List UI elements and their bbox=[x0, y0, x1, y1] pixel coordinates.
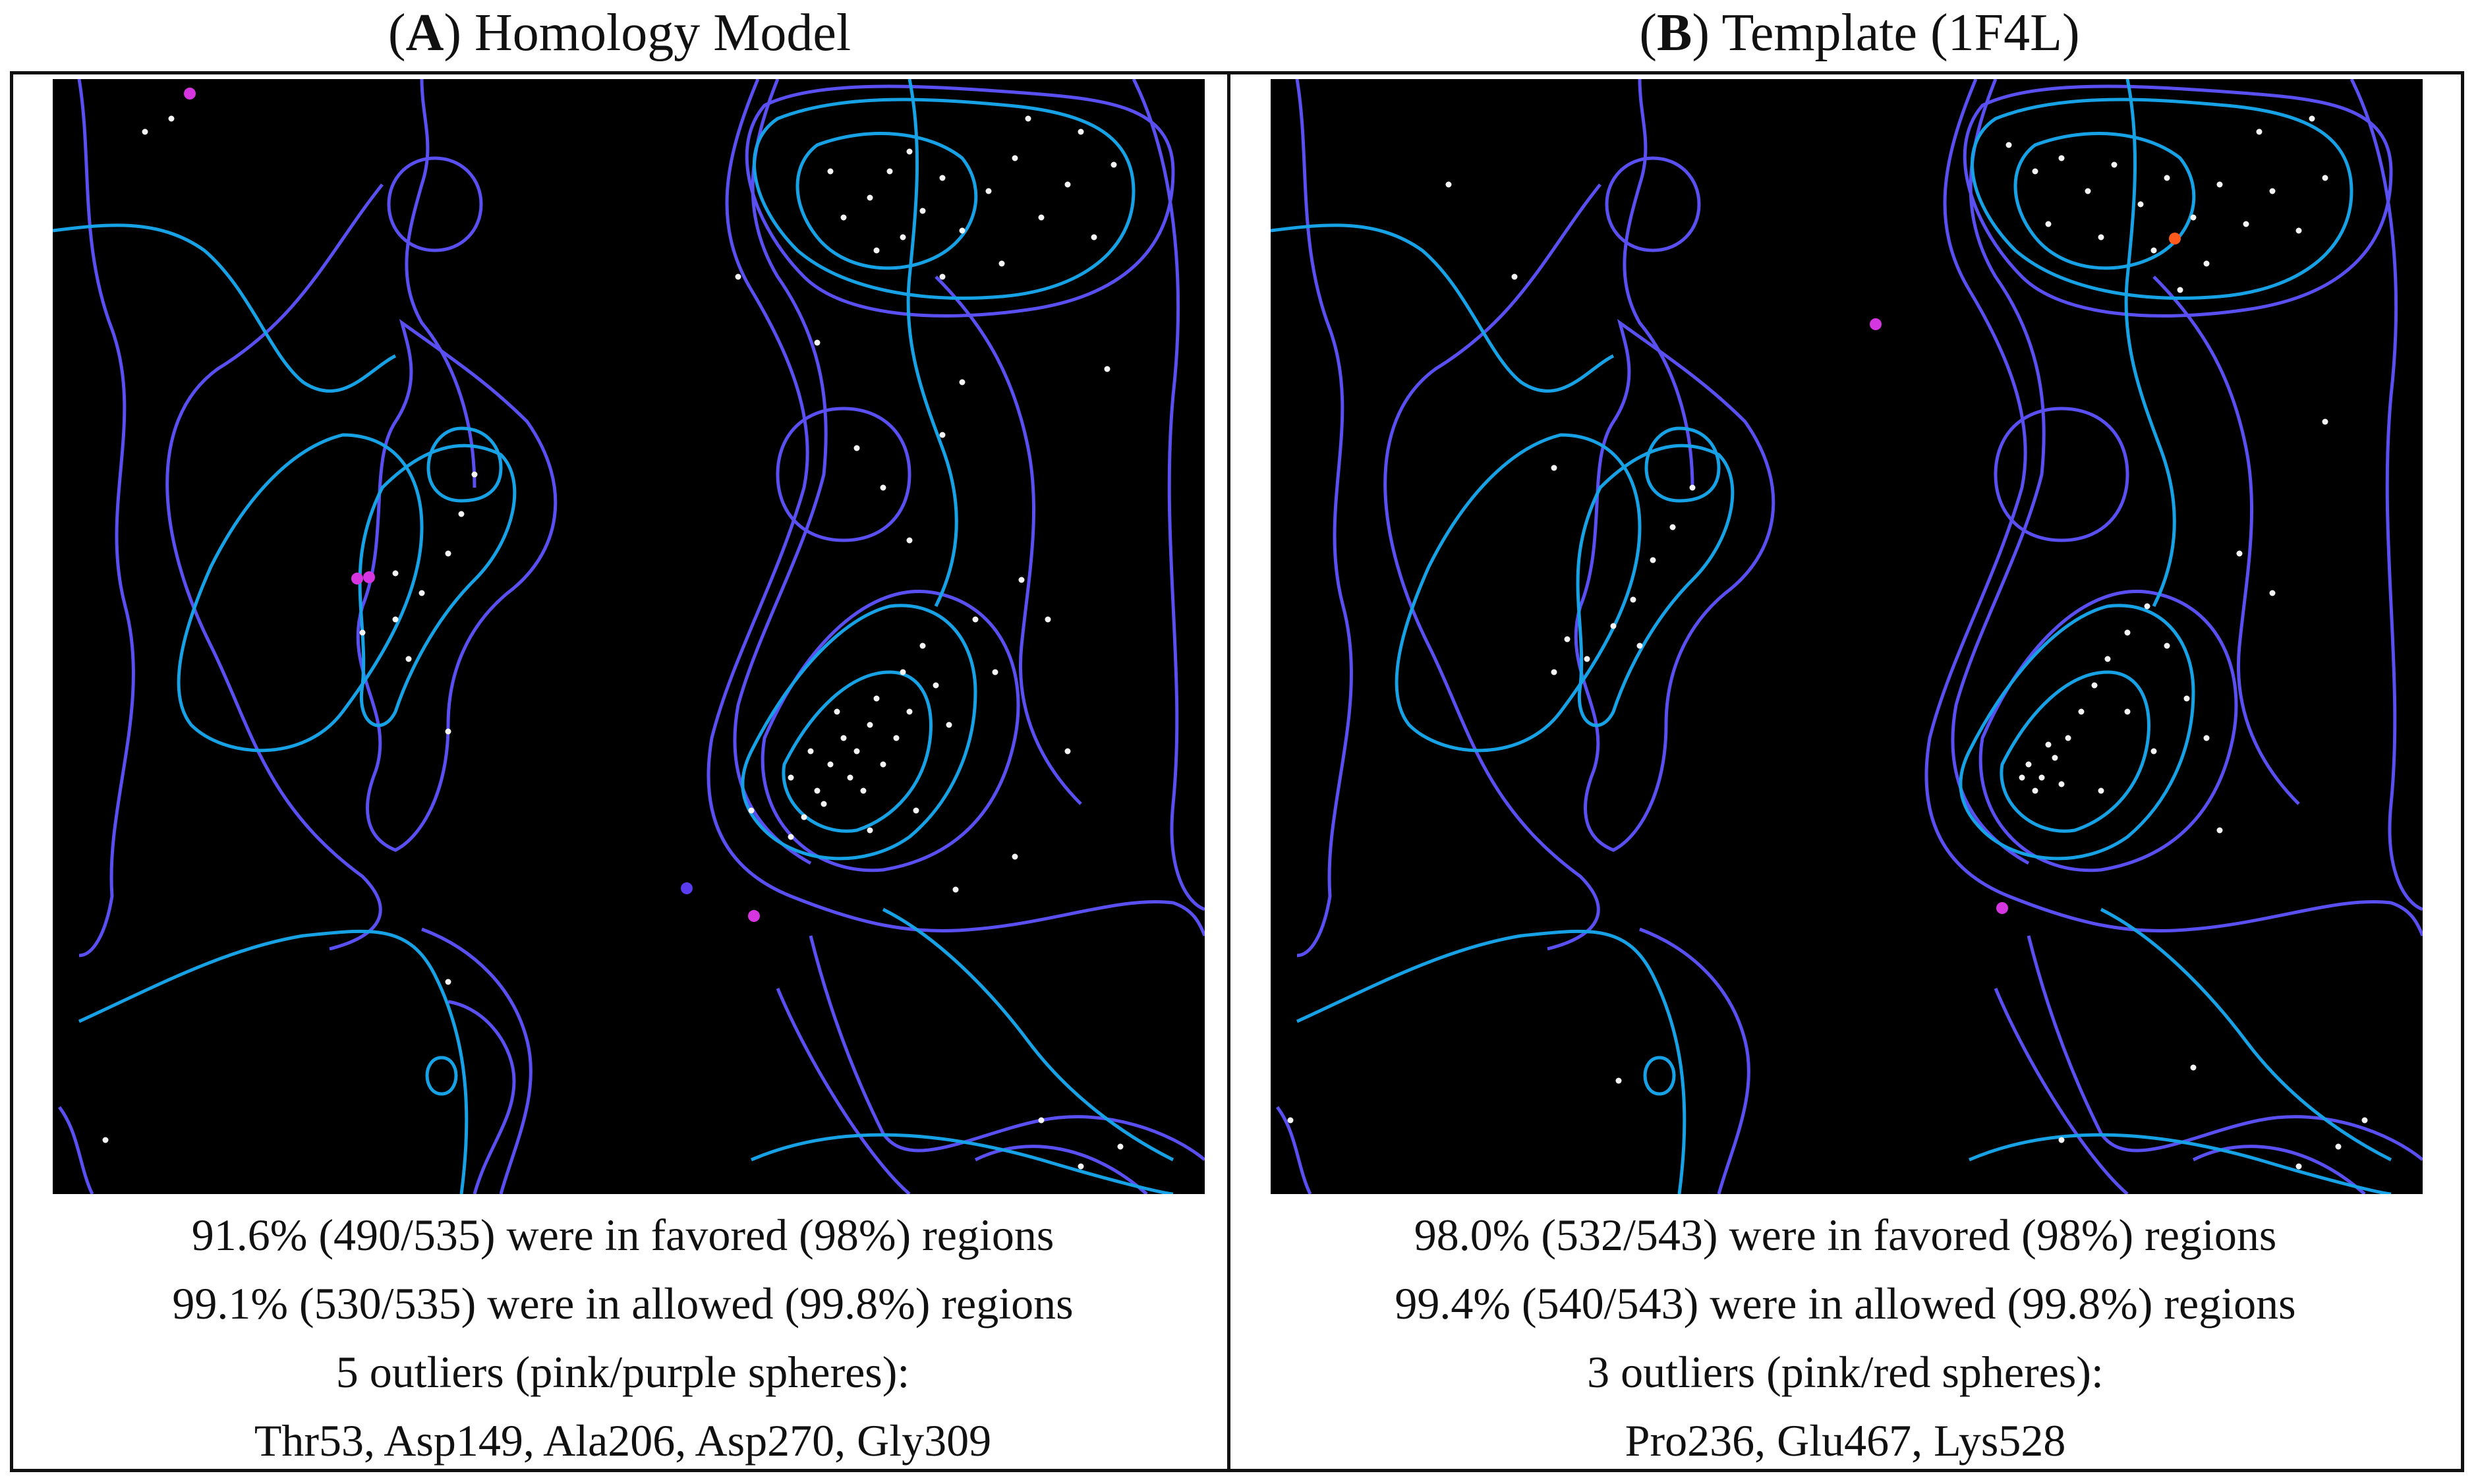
outlier-glu467 bbox=[2169, 233, 2181, 244]
contour-lower-column bbox=[421, 927, 533, 1194]
panel-b-favored-text: 98.0% (532/543) were in favored (98%) re… bbox=[1414, 1210, 2277, 1260]
plot-b-svg bbox=[1271, 79, 2423, 1194]
favored-right-column bbox=[906, 79, 958, 608]
favored-lower-right bbox=[2100, 907, 2392, 1162]
favored-main-blob bbox=[1959, 604, 2195, 861]
contour-left-edge bbox=[1295, 79, 1353, 957]
contour-left-edge bbox=[77, 79, 135, 957]
panel-a-title-text: Homology Model bbox=[474, 4, 851, 62]
favored-right-column bbox=[2124, 79, 2176, 608]
favored-left-band bbox=[53, 223, 397, 393]
contour-lower-right-blob bbox=[761, 590, 1020, 872]
panel-b-caption: 98.0% (532/543) were in favored (98%) re… bbox=[1232, 1201, 2458, 1475]
panel-a-allowed-text: 99.1% (530/535) were in allowed (99.8%) … bbox=[172, 1278, 1074, 1328]
favored-main-inner bbox=[782, 670, 933, 833]
residue-points bbox=[1287, 115, 2368, 1170]
favored-left-outline bbox=[1395, 433, 1642, 753]
plot-a-svg bbox=[53, 79, 1205, 1194]
contour-bottom-right-1 bbox=[809, 935, 1205, 1161]
contour-right-edge bbox=[2350, 79, 2423, 911]
contour-left-lobe bbox=[356, 319, 558, 852]
contour-bottom-right-2 bbox=[1994, 988, 2129, 1194]
favored-contours bbox=[1271, 79, 2392, 1194]
contour-right-outer-2 bbox=[733, 79, 828, 865]
favored-bottom-left bbox=[78, 929, 469, 1194]
contour-left-column bbox=[405, 79, 476, 488]
favored-left-lobe bbox=[358, 443, 517, 728]
contour-top-blob bbox=[745, 84, 1175, 318]
favored-lower-right bbox=[882, 907, 1174, 1162]
panel-b-letter: B bbox=[1656, 4, 1692, 62]
favored-left-outline bbox=[177, 433, 424, 753]
residue-points bbox=[102, 115, 1124, 1170]
favored-bottom-left bbox=[1296, 929, 1687, 1194]
favored-top-right bbox=[752, 98, 1136, 300]
panel-b-allowed-text: 99.4% (540/543) were in allowed (99.8%) … bbox=[1395, 1278, 2296, 1328]
outlier-spheres bbox=[184, 88, 760, 922]
contour-left-lobe bbox=[1574, 319, 1775, 852]
outlier-lys528 bbox=[1996, 902, 2008, 914]
panel-b-title: (B) Template (1F4L) bbox=[1639, 4, 2080, 62]
favored-left-lobe bbox=[1576, 443, 1735, 728]
favored-small-ring bbox=[1644, 426, 1721, 503]
contour-right-outer-1 bbox=[707, 79, 1205, 936]
contour-left-band bbox=[1383, 183, 1601, 951]
outlier-pro236 bbox=[1870, 318, 1882, 330]
outlier-ala206 bbox=[363, 571, 375, 583]
contour-left-column bbox=[1623, 79, 1694, 488]
ramachandran-plot-b bbox=[1271, 79, 2423, 1194]
panel-a-letter: A bbox=[405, 4, 444, 62]
panel-a-caption: 91.6% (490/535) were in favored (98%) re… bbox=[20, 1201, 1226, 1475]
favored-bottom-band bbox=[1969, 1133, 2392, 1194]
contour-bottom-right-3 bbox=[974, 1145, 1148, 1194]
contour-bottom-right-2 bbox=[776, 988, 911, 1194]
contour-bottom-left bbox=[1275, 1106, 1312, 1194]
outlier-asp270 bbox=[681, 882, 693, 894]
ramachandran-plot-a bbox=[53, 79, 1205, 1194]
favored-main-blob bbox=[741, 604, 977, 861]
contour-left-band bbox=[165, 183, 384, 951]
contour-center-ring bbox=[776, 407, 911, 542]
contour-mid-right bbox=[935, 275, 1082, 805]
contour-center-ring bbox=[1994, 407, 2129, 542]
outlier-spheres bbox=[1870, 233, 2181, 914]
contour-bottom-right-3 bbox=[2192, 1145, 2366, 1194]
allowed-contours bbox=[57, 79, 1205, 1194]
panel-divider bbox=[1227, 71, 1230, 1472]
contour-mid-right bbox=[2152, 275, 2300, 805]
contour-right-edge bbox=[1132, 79, 1205, 911]
figure-frame bbox=[10, 71, 2464, 1472]
favored-main-inner bbox=[2000, 670, 2150, 833]
favored-left-band bbox=[1271, 223, 1615, 393]
favored-top-inner bbox=[2013, 132, 2196, 270]
contour-lower-column bbox=[1639, 927, 1750, 1194]
favored-contours bbox=[53, 79, 1174, 1194]
favored-small-ring bbox=[426, 426, 503, 503]
panel-b-title-text: Template (1F4L) bbox=[1721, 4, 2080, 62]
contour-bottom-left bbox=[57, 1106, 94, 1194]
favored-tiny-ring bbox=[425, 1056, 458, 1096]
contour-bottom-ring bbox=[447, 1000, 516, 1194]
favored-top-right bbox=[1970, 98, 2353, 300]
allowed-contours bbox=[1275, 79, 2423, 1194]
panel-a-outliers-summary: 5 outliers (pink/purple spheres): bbox=[335, 1347, 910, 1397]
outlier-asp149 bbox=[351, 573, 363, 585]
panel-b-outlier-residues: Pro236, Glu467, Lys528 bbox=[1625, 1415, 2066, 1466]
panel-b-outliers-summary: 3 outliers (pink/red spheres): bbox=[1587, 1347, 2104, 1397]
contour-right-outer-2 bbox=[1951, 79, 2046, 865]
favored-tiny-ring bbox=[1643, 1056, 1676, 1096]
panel-a-outlier-residues: Thr53, Asp149, Ala206, Asp270, Gly309 bbox=[254, 1415, 992, 1466]
contour-bottom-right-1 bbox=[2027, 935, 2423, 1161]
outlier-thr53 bbox=[184, 88, 196, 100]
favored-bottom-band bbox=[751, 1133, 1174, 1194]
contour-right-outer-1 bbox=[1924, 79, 2423, 936]
contour-upper-ring bbox=[387, 156, 483, 252]
contour-top-blob bbox=[1963, 84, 2393, 318]
outlier-gly309 bbox=[748, 910, 760, 922]
panel-a-favored-text: 91.6% (490/535) were in favored (98%) re… bbox=[191, 1210, 1054, 1260]
contour-upper-ring bbox=[1605, 156, 1701, 252]
panel-a-title: (A) Homology Model bbox=[388, 4, 851, 62]
contour-lower-right-blob bbox=[1978, 590, 2238, 872]
favored-top-inner bbox=[795, 132, 978, 270]
